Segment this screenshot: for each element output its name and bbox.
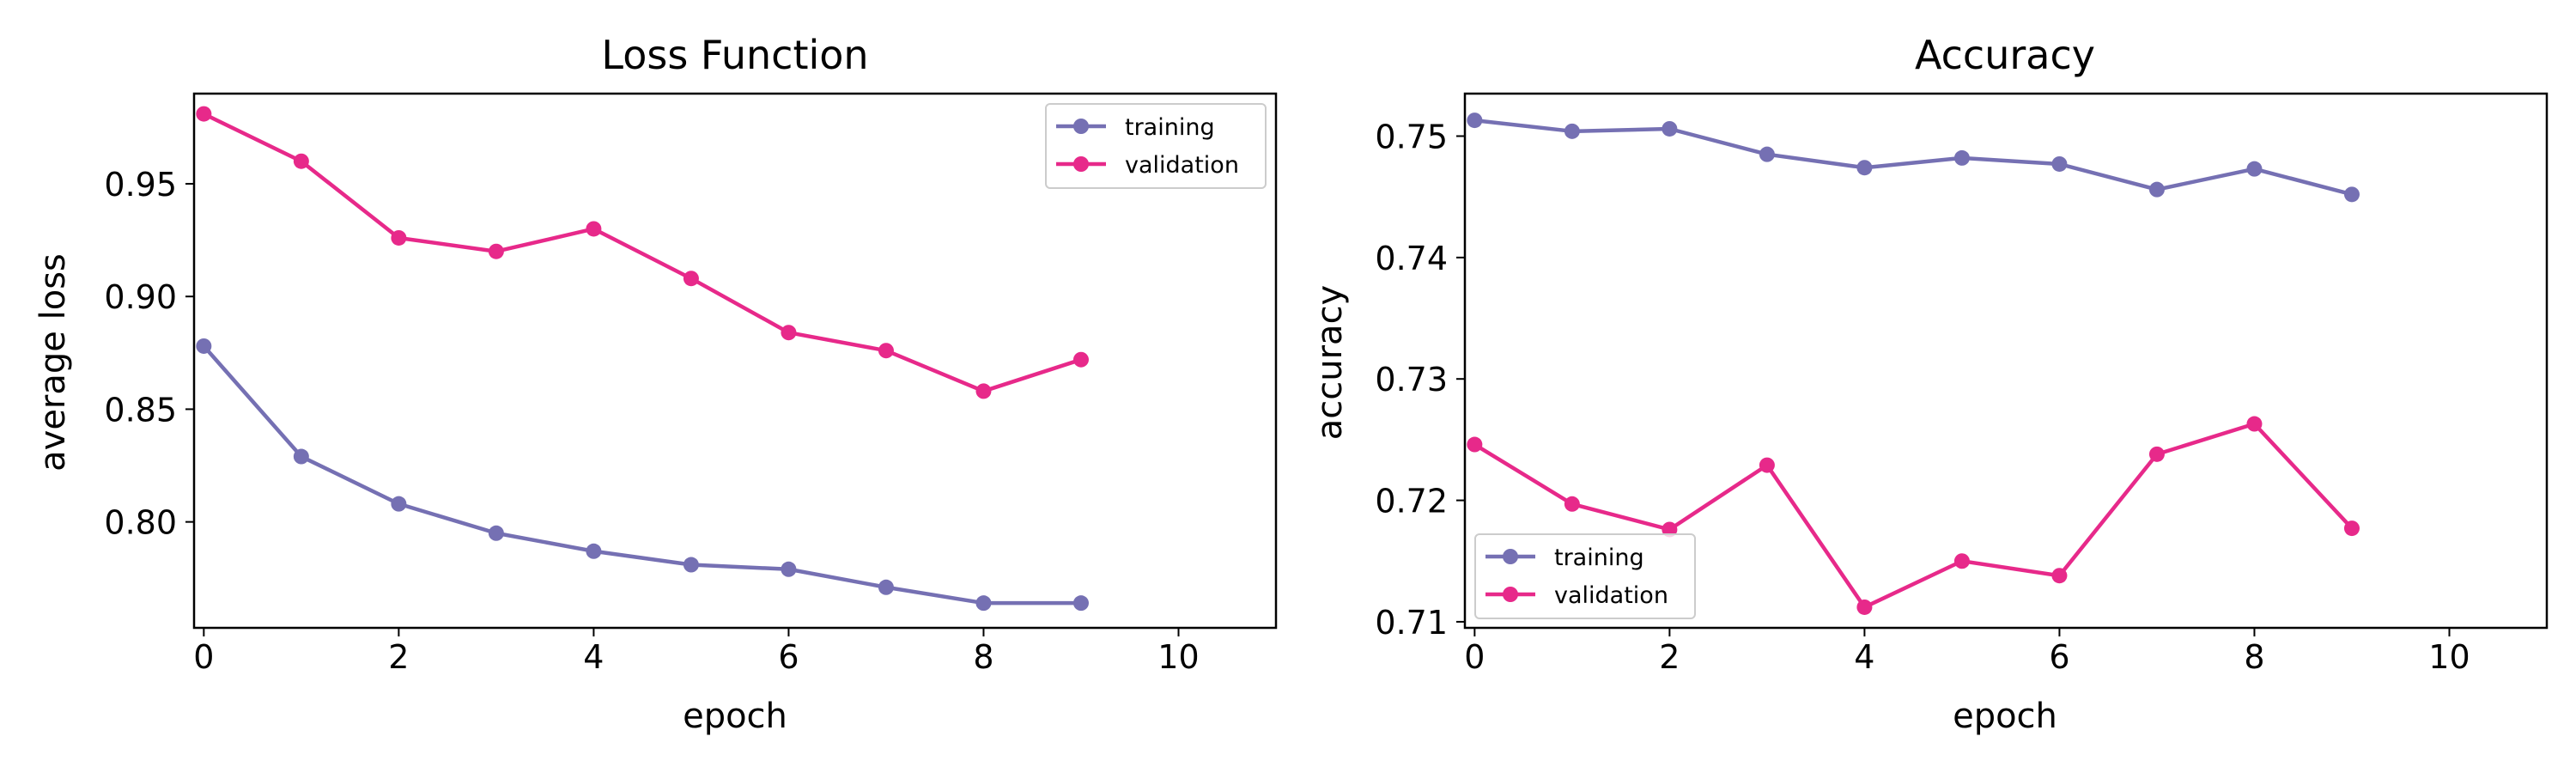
loss-y-axis-label: average loss: [33, 253, 73, 472]
validation-data-point: [1072, 351, 1089, 368]
x-tick-label: 4: [1854, 638, 1874, 676]
accuracy-y-axis-label: accuracy: [1310, 285, 1350, 440]
training-data-point: [586, 543, 602, 559]
loss-chart-title: Loss Function: [601, 32, 868, 78]
x-tick-label: 6: [778, 638, 799, 676]
validation-data-point: [1564, 496, 1580, 512]
x-tick-label: 0: [193, 638, 214, 676]
validation-data-point: [1662, 521, 1678, 538]
training-series-line: [202, 344, 1081, 606]
training-data-point: [1564, 123, 1580, 139]
training-data-point: [2148, 181, 2165, 198]
validation-data-point: [1953, 553, 1970, 569]
validation-data-point: [1856, 599, 1873, 615]
validation-data-point: [878, 343, 894, 359]
training-series-line: [1474, 118, 2353, 197]
y-tick-label: 0.73: [1375, 361, 1448, 399]
validation-data-point: [488, 243, 504, 259]
training-data-point: [391, 496, 407, 512]
validation-data-point: [196, 106, 212, 122]
validation-data-point: [391, 229, 407, 246]
legend-label-validation: validation: [1125, 152, 1239, 179]
y-tick-label: 0.74: [1375, 240, 1448, 277]
x-tick-label: 10: [1157, 638, 1199, 676]
validation-data-point: [2051, 568, 2068, 584]
y-tick-label: 0.71: [1375, 604, 1448, 642]
y-tick-label: 0.72: [1375, 483, 1448, 520]
validation-data-point: [2343, 520, 2360, 537]
validation-data-point: [2148, 446, 2165, 462]
validation-series-line: [203, 112, 1082, 393]
legend-marker-validation: [1073, 156, 1089, 172]
y-tick-label: 0.75: [1375, 118, 1448, 155]
legend-label-training: training: [1554, 545, 1644, 571]
training-data-point: [2051, 155, 2068, 172]
accuracy-x-axis-label: epoch: [1953, 697, 2057, 736]
training-data-point: [878, 579, 894, 595]
x-tick-label: 2: [1659, 638, 1680, 676]
x-tick-label: 8: [2244, 638, 2264, 676]
accuracy-legend: training validation: [1474, 533, 1696, 619]
legend-marker-validation: [1503, 587, 1518, 602]
training-data-point: [2246, 161, 2263, 177]
y-tick-label: 0.90: [104, 278, 177, 316]
training-data-point: [683, 557, 699, 573]
validation-data-point: [781, 325, 797, 341]
training-data-point: [781, 561, 797, 577]
plot-frame: [192, 92, 1278, 630]
training-data-point: [1759, 146, 1775, 162]
x-tick-label: 4: [583, 638, 604, 676]
y-tick-label: 0.85: [104, 391, 177, 429]
training-data-point: [1953, 149, 1970, 166]
training-data-point: [1072, 595, 1089, 612]
loss-plot-area: 0 2 4 6 8 10 0.80 0.85 0.90 0.95: [104, 92, 1278, 676]
accuracy-plot-area: 0 2 4 6 8 10 0.71 0.72 0.73 0.74 0.75: [1375, 92, 2549, 676]
training-data-point: [1662, 120, 1678, 137]
training-data-point: [975, 595, 992, 612]
plot-frame: [1463, 92, 2549, 630]
loss-x-axis-label: epoch: [683, 697, 787, 736]
training-data-point: [1467, 113, 1483, 129]
validation-data-point: [2246, 416, 2263, 432]
training-data-point: [293, 448, 309, 465]
validation-data-point: [975, 383, 992, 399]
training-data-point: [488, 525, 504, 541]
x-tick-label: 10: [2428, 638, 2470, 676]
validation-data-point: [1759, 457, 1775, 473]
loss-legend: training validation: [1045, 103, 1267, 189]
training-data-point: [2343, 186, 2360, 203]
x-tick-label: 6: [2049, 638, 2069, 676]
y-tick-label: 0.80: [104, 504, 177, 542]
validation-series-line: [1473, 422, 2354, 610]
validation-data-point: [586, 221, 602, 237]
legend-label-validation: validation: [1554, 582, 1668, 609]
training-data-point: [196, 338, 212, 354]
validation-data-point: [293, 153, 309, 169]
x-tick-label: 2: [388, 638, 409, 676]
validation-data-point: [683, 271, 699, 287]
x-tick-label: 8: [973, 638, 993, 676]
validation-data-point: [1467, 436, 1483, 453]
training-data-point: [1856, 160, 1873, 176]
y-tick-label: 0.95: [104, 166, 177, 204]
legend-label-training: training: [1125, 114, 1215, 141]
legend-marker-training: [1503, 549, 1518, 564]
loss-chart-panel: Loss Function epoch average loss 0 2 4 6 8 10…: [33, 32, 1278, 736]
accuracy-chart-title: Accuracy: [1915, 32, 2095, 78]
accuracy-chart-panel: Accuracy epoch accuracy 0 2 4 6 8 100.710.720…: [1310, 32, 2549, 736]
x-tick-label: 0: [1464, 638, 1485, 676]
legend-marker-training: [1073, 119, 1089, 134]
